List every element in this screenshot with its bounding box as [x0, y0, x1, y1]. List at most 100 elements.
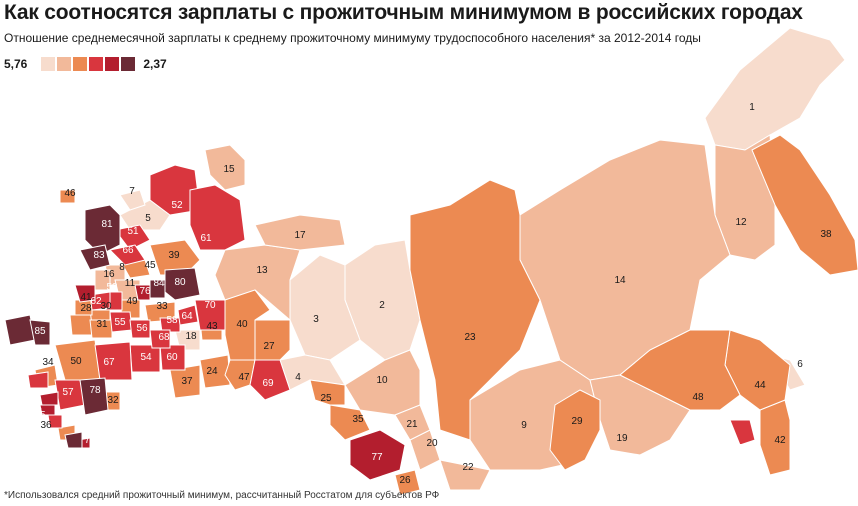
- region-label-1: 1: [749, 102, 755, 113]
- region-label-46: 46: [64, 188, 76, 199]
- region-label-55: 55: [114, 317, 126, 328]
- region-label-52: 52: [171, 200, 183, 211]
- region-label-76: 76: [139, 286, 151, 297]
- region-85: [29, 319, 51, 346]
- region-label-38: 38: [820, 229, 832, 240]
- region-label-2: 2: [379, 300, 385, 311]
- region-label-74: 74: [30, 402, 42, 413]
- region-label-11: 11: [125, 278, 136, 289]
- region-label-5: 5: [145, 213, 151, 224]
- region-label-20: 20: [426, 438, 438, 449]
- region-label-9: 9: [521, 420, 527, 431]
- region-label-30: 30: [100, 301, 112, 312]
- region-label-78: 78: [89, 385, 101, 396]
- region-7: [119, 189, 146, 211]
- region-28: [69, 314, 93, 336]
- region-label-44: 44: [754, 380, 766, 391]
- region-label-63: 63: [16, 374, 28, 385]
- legend-swatch-3: [73, 57, 88, 71]
- legend-swatch-1: [41, 57, 56, 71]
- region-label-68: 68: [158, 332, 170, 343]
- region-label-45: 45: [144, 260, 156, 271]
- region-label-51: 51: [127, 226, 139, 237]
- region-24: [199, 354, 231, 389]
- region-label-71: 71: [84, 435, 96, 446]
- region-label-12: 12: [735, 217, 747, 228]
- region-14: [519, 139, 731, 381]
- region-15: [204, 144, 246, 191]
- region-label-7: 7: [129, 186, 135, 197]
- region-81: [84, 204, 121, 256]
- region-26: [394, 469, 421, 496]
- region-label-50: 50: [70, 356, 82, 367]
- region-label-47: 47: [238, 372, 250, 383]
- region-label-26: 26: [399, 475, 411, 486]
- map-subtitle: Отношение среднемесячной зарплаты к сред…: [4, 31, 701, 45]
- region-38: [751, 134, 858, 276]
- region-70: [194, 299, 226, 331]
- region-label-39: 39: [168, 250, 180, 261]
- region-label-82: 82: [4, 303, 16, 314]
- region-label-54: 54: [140, 352, 152, 363]
- region-label-61: 61: [200, 233, 212, 244]
- region-29: [549, 389, 601, 471]
- region-label-59: 59: [736, 443, 748, 454]
- region-label-6: 6: [797, 359, 803, 370]
- region-label-77: 77: [371, 452, 383, 463]
- region-label-10: 10: [376, 375, 388, 386]
- region-label-21: 21: [406, 419, 418, 430]
- region-83: [79, 244, 111, 271]
- region-66: [108, 244, 146, 266]
- region-label-22: 22: [462, 462, 474, 473]
- region-label-60: 60: [166, 352, 178, 363]
- region-label-24: 24: [206, 366, 218, 377]
- region-39: [149, 239, 201, 276]
- region-label-43: 43: [206, 321, 218, 332]
- map-title: Как соотносятся зарплаты с прожиточным м…: [4, 1, 803, 24]
- color-legend: 5,76 2,37: [4, 56, 167, 72]
- region-label-14: 14: [614, 275, 626, 286]
- region-label-23: 23: [464, 332, 476, 343]
- region-84: [149, 279, 166, 299]
- region-label-16: 16: [103, 269, 115, 280]
- region-label-70: 70: [204, 300, 216, 311]
- region-label-49: 49: [126, 296, 138, 307]
- region-label-75: 75: [24, 392, 36, 403]
- region-label-57: 57: [62, 387, 74, 398]
- region-10: [344, 349, 421, 416]
- region-label-13: 13: [256, 265, 268, 276]
- region-label-66: 66: [122, 245, 134, 256]
- legend-max-label: 5,76: [4, 57, 28, 71]
- region-label-33: 33: [156, 301, 168, 312]
- region-37: [169, 364, 201, 399]
- legend-swatch-2: [57, 57, 72, 71]
- region-label-29: 29: [571, 416, 583, 427]
- region-label-8: 8: [119, 262, 125, 273]
- region-label-31: 31: [96, 319, 108, 330]
- region-label-58: 58: [166, 315, 178, 326]
- region-27: [254, 319, 291, 361]
- region-label-53: 53: [106, 282, 118, 293]
- region-59: [729, 419, 756, 446]
- legend-min-label: 2,37: [143, 57, 167, 71]
- region-3: [289, 254, 361, 361]
- region-label-36: 36: [40, 420, 52, 431]
- region-73: [74, 284, 96, 303]
- region-46: [59, 189, 76, 204]
- region-label-84: 84: [153, 278, 165, 289]
- region-label-27: 27: [263, 341, 275, 352]
- region-label-83: 83: [93, 250, 105, 261]
- region-label-65: 65: [34, 410, 46, 421]
- region-label-4: 4: [295, 372, 301, 383]
- region-1: [704, 27, 846, 151]
- region-58: [159, 317, 181, 333]
- region-51: [114, 224, 151, 251]
- region-label-62: 62: [90, 296, 102, 307]
- region-47: [224, 359, 256, 391]
- region-31: [89, 319, 113, 339]
- region-60: [159, 344, 186, 371]
- region-label-25: 25: [320, 393, 332, 404]
- legend-swatch-6: [121, 57, 136, 71]
- region-17: [254, 214, 346, 251]
